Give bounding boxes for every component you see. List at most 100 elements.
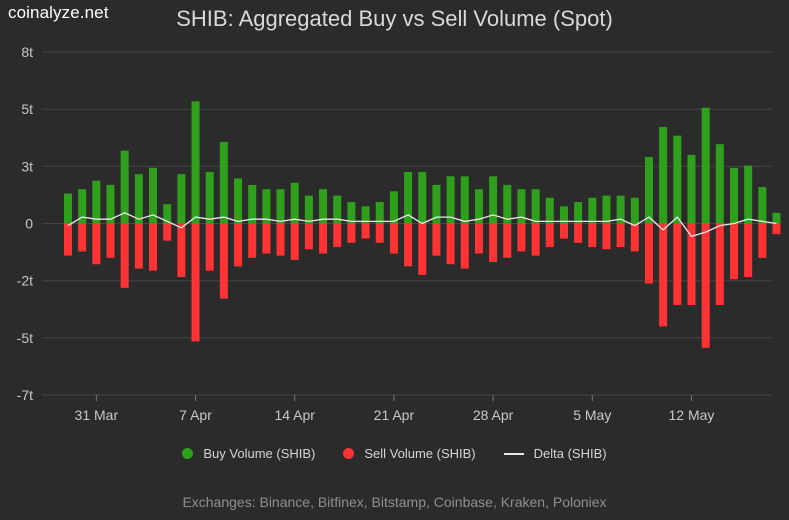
sell-volume-bar xyxy=(163,223,172,241)
buy-volume-bar xyxy=(64,193,72,224)
brand-logo[interactable]: coinalyze.net xyxy=(8,3,109,22)
buy-volume-bar xyxy=(163,204,172,224)
exchanges-footer: Exchanges: Binance, Bitfinex, Bitstamp, … xyxy=(182,494,607,510)
buy-volume-bar xyxy=(602,195,611,224)
sell-volume-bar xyxy=(545,223,554,248)
sell-volume-marker xyxy=(343,448,355,459)
buy-volume-bar xyxy=(644,157,653,224)
sell-volume-bar xyxy=(389,223,398,254)
legend-item-delta[interactable]: Delta (SHIB) xyxy=(503,446,607,461)
sell-volume-bar xyxy=(347,223,356,243)
y-tick-label: 0 xyxy=(25,216,33,232)
buy-volume-bar xyxy=(219,142,228,224)
buy-volume-bar xyxy=(630,197,639,224)
buy-volume-bar xyxy=(659,127,668,224)
sell-volume-bar xyxy=(234,223,243,267)
sell-volume-bar xyxy=(404,223,413,267)
sell-volume-bar xyxy=(106,223,115,258)
buy-volume-bar xyxy=(290,182,299,224)
x-tick-label: 14 Apr xyxy=(274,407,315,423)
legend-label-sell: Sell Volume (SHIB) xyxy=(364,446,476,461)
sell-volume-bar xyxy=(574,223,583,243)
sell-volume-bar xyxy=(361,223,370,239)
sell-volume-bar xyxy=(120,223,129,288)
buy-volume-bar xyxy=(772,212,781,224)
delta-line xyxy=(67,212,777,238)
sell-volume-bar xyxy=(531,223,540,256)
y-tick-label: 3t xyxy=(21,158,33,174)
buy-volume-bar xyxy=(304,195,313,224)
sell-volume-bar xyxy=(432,223,441,256)
sell-volume-bar xyxy=(191,223,200,342)
buy-volume-bar xyxy=(177,174,186,224)
sell-volume-bar xyxy=(588,223,597,248)
buy-volume-bar xyxy=(588,197,597,224)
sell-volume-bar xyxy=(673,223,682,305)
buy-volume-bar xyxy=(687,154,696,224)
sell-volume-bar xyxy=(644,223,653,284)
sell-volume-bar xyxy=(630,223,639,252)
buy-volume-bar xyxy=(106,184,115,224)
legend: Buy Volume (SHIB) Sell Volume (SHIB) Del… xyxy=(0,446,789,461)
sell-volume-bar xyxy=(489,223,498,263)
buy-volume-bar xyxy=(205,172,214,224)
buy-volume-bar xyxy=(559,206,568,224)
legend-item-sell[interactable]: Sell Volume (SHIB) xyxy=(343,446,476,461)
sell-volume-bar xyxy=(149,223,158,271)
sell-volume-bar xyxy=(304,223,313,250)
delta-line-marker xyxy=(503,452,524,455)
buy-volume-bar xyxy=(432,184,441,224)
buy-volume-bar xyxy=(234,178,243,224)
y-tick-label: -2t xyxy=(17,273,33,289)
x-tick-label: 7 Apr xyxy=(179,407,212,423)
sell-volume-bar xyxy=(744,223,753,278)
chart-title: SHIB: Aggregated Buy vs Sell Volume (Spo… xyxy=(176,6,613,31)
buy-volume-bar xyxy=(545,197,554,224)
buy-volume-bar xyxy=(673,135,682,224)
sell-volume-bar xyxy=(758,223,767,258)
buy-volume-bar xyxy=(276,189,285,224)
buy-volume-bar xyxy=(758,187,767,224)
buy-volume-bar xyxy=(389,191,398,224)
sell-volume-bar xyxy=(503,223,512,258)
sell-volume-bar xyxy=(78,223,87,252)
sell-volume-bar xyxy=(602,223,611,250)
x-tick-label: 12 May xyxy=(669,407,715,423)
buy-volume-bar xyxy=(333,195,342,224)
sell-volume-bar xyxy=(276,223,285,256)
sell-volume-bar xyxy=(517,223,526,252)
legend-label-delta: Delta (SHIB) xyxy=(533,446,607,461)
sell-volume-bar xyxy=(616,223,625,248)
sell-volume-bar xyxy=(177,223,186,278)
buy-volume-bar xyxy=(715,144,724,224)
buy-volume-bar xyxy=(134,174,143,224)
sell-volume-bar xyxy=(333,223,342,248)
buy-volume-bar xyxy=(404,172,413,224)
buy-volume-bar xyxy=(262,189,271,224)
sell-volume-bar xyxy=(474,223,483,254)
buy-volume-bar xyxy=(319,189,328,224)
sell-volume-bar xyxy=(659,223,668,327)
sell-volume-bar xyxy=(290,223,299,260)
buy-volume-bar xyxy=(248,184,257,224)
buy-volume-bar xyxy=(418,172,427,224)
x-tick-label: 21 Apr xyxy=(374,407,415,423)
buy-volume-bar xyxy=(446,176,455,224)
buy-volume-bar xyxy=(191,101,200,224)
legend-item-buy[interactable]: Buy Volume (SHIB) xyxy=(182,446,315,461)
buy-volume-marker xyxy=(182,448,194,459)
sell-volume-bar xyxy=(687,223,696,305)
x-tick-label: 31 Mar xyxy=(75,407,119,423)
sell-volume-bar xyxy=(729,223,738,280)
buy-volume-bar xyxy=(531,189,540,224)
sell-volume-bar xyxy=(446,223,455,265)
buy-volume-bar xyxy=(701,107,710,224)
sell-volume-bar xyxy=(375,223,384,243)
buy-volume-bar xyxy=(92,180,101,224)
sell-volume-bar xyxy=(418,223,427,275)
buy-volume-bar xyxy=(616,195,625,224)
buy-volume-bar xyxy=(78,189,87,224)
sell-volume-bar xyxy=(460,223,469,269)
x-tick-label: 5 May xyxy=(573,407,611,423)
